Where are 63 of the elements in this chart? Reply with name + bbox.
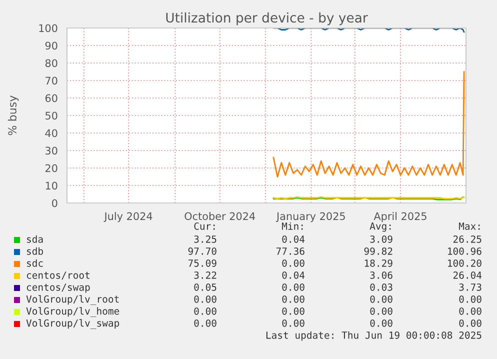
x-tick-label: July 2024 [104, 212, 152, 222]
text: 26.04 [453, 271, 482, 279]
text: 100.96 [448, 247, 482, 255]
legend-label: VolGroup/lv_home [26, 307, 120, 317]
y-tick-label: 80 [45, 59, 58, 68]
y-tick-label: 90 [45, 42, 58, 50]
text: 3.22 [194, 271, 216, 279]
text: Last update: Thu Jun 19 00:00:08 2025 [266, 331, 482, 341]
text: 77.36 [276, 247, 304, 255]
text: 0.04 [282, 235, 305, 243]
text: 0.03 [370, 283, 392, 291]
y-tick-label: 50 [46, 112, 58, 120]
text: 0.00 [194, 307, 216, 315]
text: 0.00 [370, 319, 392, 327]
text: 0.04 [282, 271, 305, 279]
text: 100.20 [448, 259, 482, 267]
legend-label: VolGroup/lv_root [26, 295, 119, 305]
y-tick-label: 60 [45, 94, 58, 102]
x-tick-label: January 2025 [276, 212, 345, 222]
text: 3.06 [370, 271, 392, 279]
text: 26.25 [453, 235, 482, 243]
text: 0.00 [282, 307, 304, 315]
text: 3.25 [194, 235, 216, 243]
line-series [272, 71, 465, 178]
legend-label: sdc [27, 259, 43, 267]
text: Avg: [370, 222, 391, 232]
legend-label: centos/root [26, 272, 90, 280]
text: 0.00 [282, 295, 304, 303]
text: 0.00 [282, 319, 304, 327]
text: 99.82 [364, 247, 392, 255]
legend-label: sda [27, 235, 43, 243]
text: 75.09 [188, 259, 216, 267]
text: 0.00 [194, 319, 216, 327]
legend-label: VolGroup/lv_swap [26, 319, 120, 329]
x-tick-label: October 2024 [184, 212, 256, 220]
text: 0.00 [282, 259, 304, 267]
text: 0.00 [282, 283, 304, 291]
text: 18.29 [364, 259, 392, 267]
text: 0.00 [459, 295, 482, 303]
chart-title: Utilization per device - by year [166, 12, 368, 26]
y-tick-label: 100 [39, 24, 58, 32]
x-tick-label: April 2025 [374, 212, 426, 222]
text: Min: [282, 222, 303, 230]
text: 3.09 [370, 235, 392, 243]
text: 97.70 [188, 247, 216, 255]
legend-label: sdb [27, 247, 43, 255]
text: 0.05 [194, 283, 216, 291]
text: 0.00 [194, 295, 216, 303]
text: 0.00 [370, 307, 392, 315]
y-tick-label: 30 [46, 146, 58, 155]
text: 0.00 [459, 307, 482, 315]
y-tick-label: 0 [52, 199, 58, 208]
text: 0.00 [370, 295, 392, 303]
y-tick-label: 20 [45, 164, 58, 172]
y-tick-label: 40 [45, 129, 58, 138]
text: Cur: [194, 222, 215, 230]
y-tick-label: 70 [46, 76, 58, 85]
y-tick-label: 10 [46, 182, 58, 190]
text: Max: [458, 222, 480, 230]
text: 0.00 [459, 319, 482, 327]
text: 3.73 [459, 283, 482, 291]
legend-label: centos/swap [26, 284, 90, 293]
y-axis-title: % busy [8, 96, 19, 136]
